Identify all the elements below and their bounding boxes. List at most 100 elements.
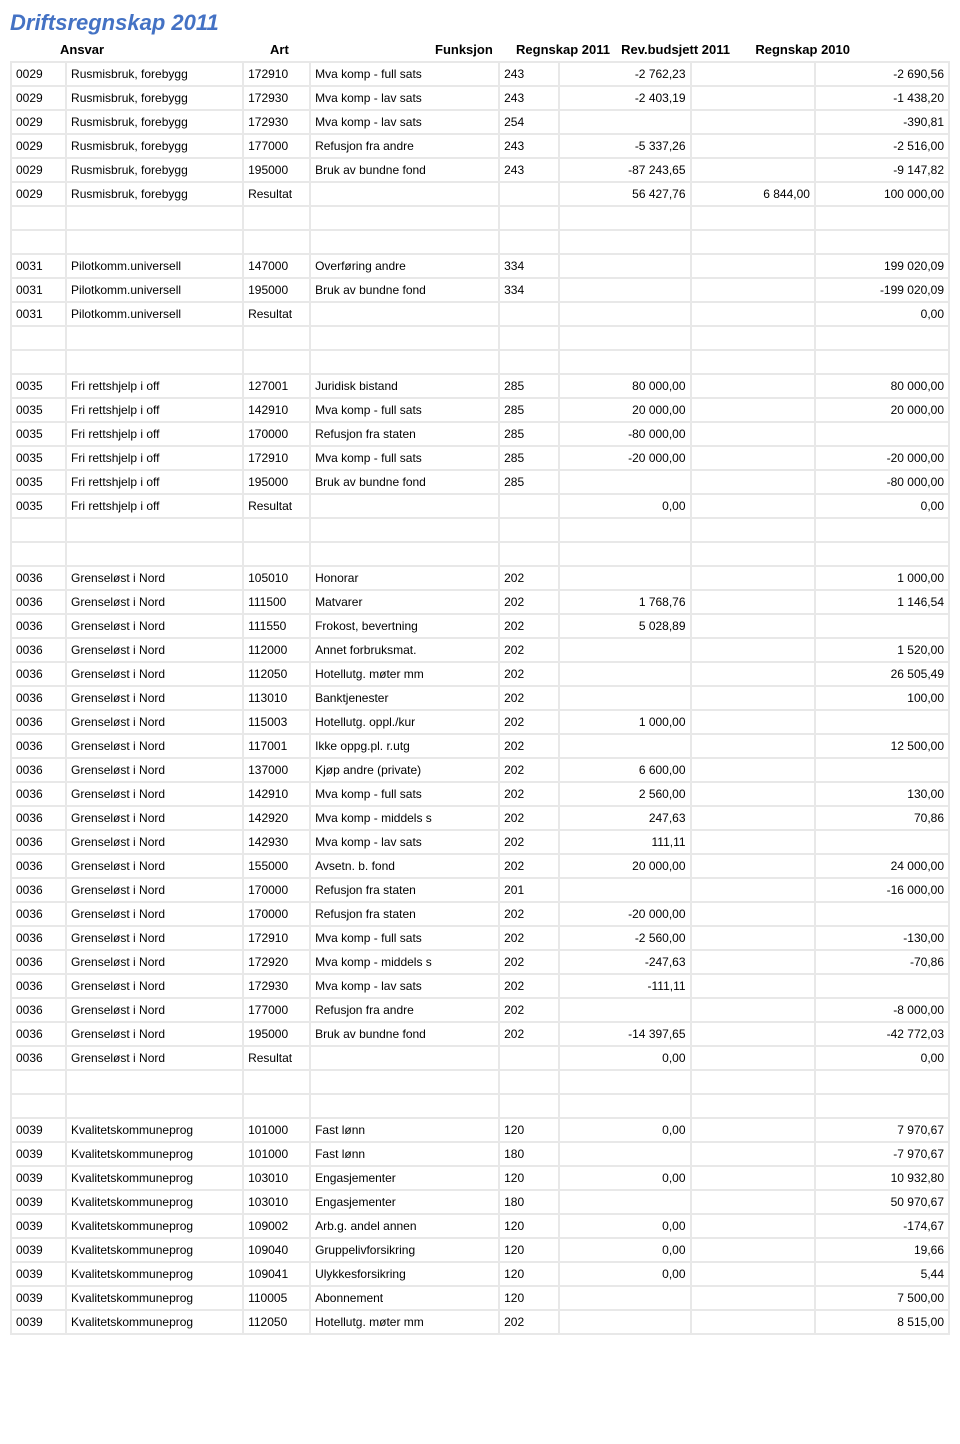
table-cell: 109041 bbox=[243, 1262, 310, 1286]
table-cell: 80 000,00 bbox=[559, 374, 691, 398]
table-cell: -199 020,09 bbox=[815, 278, 949, 302]
table-cell bbox=[499, 182, 559, 206]
table-cell: 20 000,00 bbox=[559, 398, 691, 422]
table-cell: 120 bbox=[499, 1286, 559, 1310]
table-cell: Fast lønn bbox=[310, 1118, 499, 1142]
table-row: 0035Fri rettshjelp i off170000Refusjon f… bbox=[11, 422, 949, 446]
table-cell: 137000 bbox=[243, 758, 310, 782]
table-cell bbox=[499, 1046, 559, 1070]
table-row: 0029Rusmisbruk, forebygg177000Refusjon f… bbox=[11, 134, 949, 158]
table-row: 0039Kvalitetskommuneprog109041Ulykkesfor… bbox=[11, 1262, 949, 1286]
table-row: 0029Rusmisbruk, forebyggResultat56 427,7… bbox=[11, 182, 949, 206]
table-cell: Grenseløst i Nord bbox=[66, 1022, 243, 1046]
table-cell: 101000 bbox=[243, 1118, 310, 1142]
table-cell: Hotellutg. møter mm bbox=[310, 662, 499, 686]
table-cell: 0035 bbox=[11, 422, 66, 446]
header-revbudsjett: Rev.budsjett 2011 bbox=[610, 42, 730, 57]
table-cell: 172910 bbox=[243, 62, 310, 86]
table-cell: 202 bbox=[499, 950, 559, 974]
table-cell bbox=[691, 1310, 815, 1334]
table-row: 0036Grenseløst i Nord177000Refusjon fra … bbox=[11, 998, 949, 1022]
table-cell: Mva komp - full sats bbox=[310, 782, 499, 806]
table-cell: Rusmisbruk, forebygg bbox=[66, 182, 243, 206]
table-cell: 8 515,00 bbox=[815, 1310, 949, 1334]
table-cell: 26 505,49 bbox=[815, 662, 949, 686]
table-cell bbox=[691, 62, 815, 86]
table-cell: 177000 bbox=[243, 134, 310, 158]
table-cell: -2 516,00 bbox=[815, 134, 949, 158]
table-cell: 202 bbox=[499, 806, 559, 830]
table-cell bbox=[691, 926, 815, 950]
table-row: 0036Grenseløst i Nord170000Refusjon fra … bbox=[11, 902, 949, 926]
table-cell: Grenseløst i Nord bbox=[66, 734, 243, 758]
table-cell: 0039 bbox=[11, 1190, 66, 1214]
table-cell: 0036 bbox=[11, 854, 66, 878]
table-row bbox=[11, 542, 949, 566]
table-cell: 202 bbox=[499, 566, 559, 590]
table-cell: -42 772,03 bbox=[815, 1022, 949, 1046]
table-cell: 111,11 bbox=[559, 830, 691, 854]
table-cell: Pilotkomm.universell bbox=[66, 302, 243, 326]
table-cell: 0036 bbox=[11, 686, 66, 710]
table-cell: 202 bbox=[499, 1310, 559, 1334]
table-cell: Kvalitetskommuneprog bbox=[66, 1238, 243, 1262]
table-row: 0035Fri rettshjelp i off127001Juridisk b… bbox=[11, 374, 949, 398]
table-cell: Resultat bbox=[243, 1046, 310, 1070]
table-cell: Kvalitetskommuneprog bbox=[66, 1166, 243, 1190]
table-cell: Grenseløst i Nord bbox=[66, 806, 243, 830]
table-cell: Matvarer bbox=[310, 590, 499, 614]
table-cell: 0,00 bbox=[559, 1046, 691, 1070]
table-cell: 130,00 bbox=[815, 782, 949, 806]
table-row: 0036Grenseløst i Nord117001Ikke oppg.pl.… bbox=[11, 734, 949, 758]
table-cell: 201 bbox=[499, 878, 559, 902]
table-cell: 24 000,00 bbox=[815, 854, 949, 878]
table-cell: 202 bbox=[499, 902, 559, 926]
table-cell: -87 243,65 bbox=[559, 158, 691, 182]
table-cell: 172930 bbox=[243, 974, 310, 998]
table-cell: 172910 bbox=[243, 446, 310, 470]
table-cell bbox=[815, 710, 949, 734]
table-cell: Fri rettshjelp i off bbox=[66, 494, 243, 518]
table-cell: Mva komp - full sats bbox=[310, 926, 499, 950]
table-cell: 202 bbox=[499, 686, 559, 710]
table-cell: Grenseløst i Nord bbox=[66, 950, 243, 974]
table-cell: 6 844,00 bbox=[691, 182, 815, 206]
table-cell: 0036 bbox=[11, 806, 66, 830]
table-cell bbox=[310, 302, 499, 326]
table-cell bbox=[559, 302, 691, 326]
table-cell: 113010 bbox=[243, 686, 310, 710]
table-cell: 1 520,00 bbox=[815, 638, 949, 662]
table-row: 0036Grenseløst i Nord105010Honorar2021 0… bbox=[11, 566, 949, 590]
table-cell bbox=[559, 110, 691, 134]
table-cell: Fri rettshjelp i off bbox=[66, 422, 243, 446]
table-cell: 177000 bbox=[243, 998, 310, 1022]
table-cell: Mva komp - lav sats bbox=[310, 86, 499, 110]
table-row: 0039Kvalitetskommuneprog101000Fast lønn1… bbox=[11, 1118, 949, 1142]
table-cell: Refusjon fra andre bbox=[310, 998, 499, 1022]
table-cell: Fri rettshjelp i off bbox=[66, 374, 243, 398]
table-row: 0036Grenseløst i Nord142930Mva komp - la… bbox=[11, 830, 949, 854]
table-cell: 254 bbox=[499, 110, 559, 134]
table-cell bbox=[691, 278, 815, 302]
table-cell bbox=[559, 1310, 691, 1334]
header-regnskap2010: Regnskap 2010 bbox=[730, 42, 850, 57]
table-cell: Resultat bbox=[243, 182, 310, 206]
table-cell bbox=[691, 686, 815, 710]
table-cell: Engasjementer bbox=[310, 1166, 499, 1190]
table-cell: 142920 bbox=[243, 806, 310, 830]
table-cell: Grenseløst i Nord bbox=[66, 878, 243, 902]
table-cell: 285 bbox=[499, 470, 559, 494]
table-row: 0036Grenseløst i Nord111500Matvarer2021 … bbox=[11, 590, 949, 614]
table-cell bbox=[559, 662, 691, 686]
table-cell: 0039 bbox=[11, 1262, 66, 1286]
table-cell: 0,00 bbox=[559, 494, 691, 518]
table-cell: 105010 bbox=[243, 566, 310, 590]
table-cell: Grenseløst i Nord bbox=[66, 854, 243, 878]
table-cell: 0029 bbox=[11, 158, 66, 182]
table-cell: 7 500,00 bbox=[815, 1286, 949, 1310]
table-row: 0029Rusmisbruk, forebygg172930Mva komp -… bbox=[11, 86, 949, 110]
table-cell: Grenseløst i Nord bbox=[66, 998, 243, 1022]
table-cell: Mva komp - middels s bbox=[310, 806, 499, 830]
table-cell: 0035 bbox=[11, 446, 66, 470]
table-row bbox=[11, 230, 949, 254]
